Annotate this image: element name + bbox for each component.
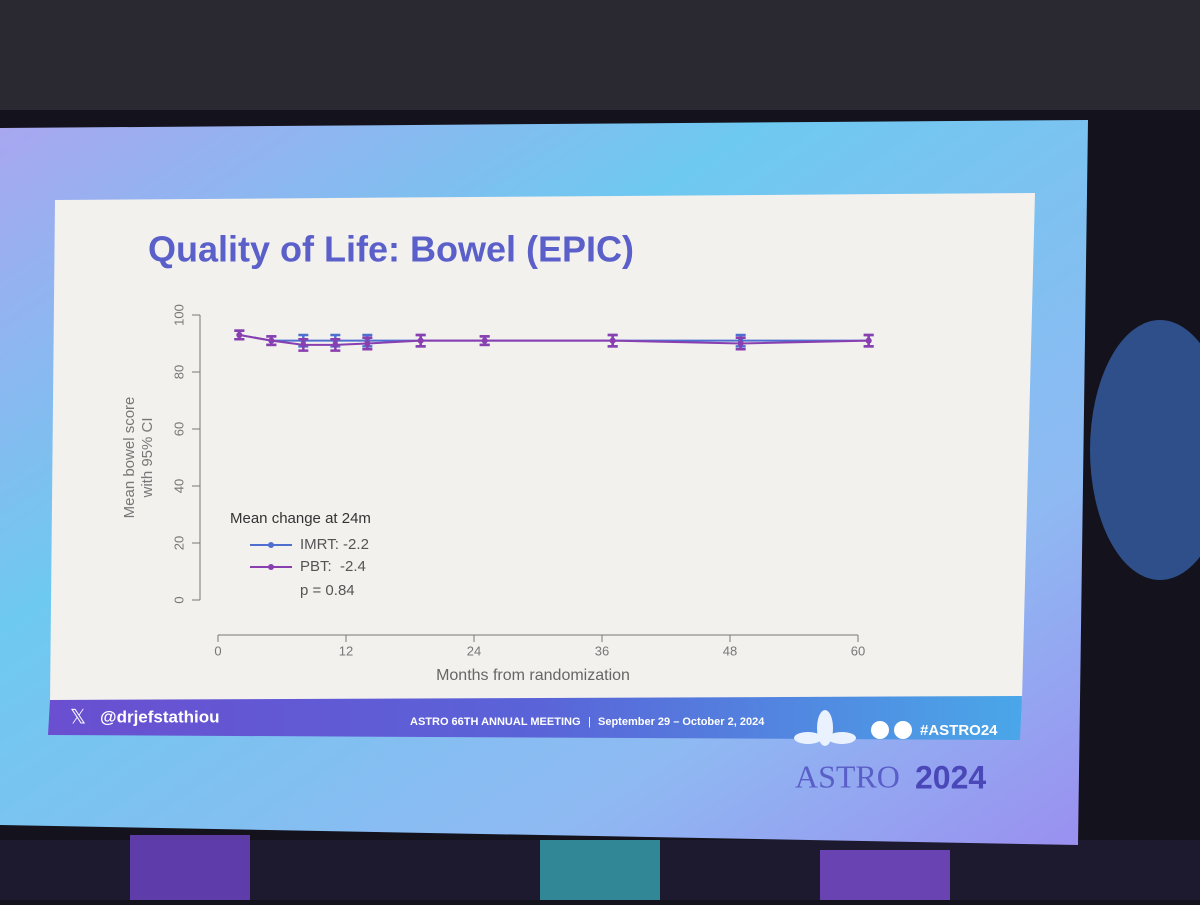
y-tick-label: 80 [171, 365, 186, 379]
social-icon [871, 721, 889, 739]
footer-separator: | [588, 716, 591, 728]
ceiling [0, 0, 1200, 110]
legend-marker [268, 564, 274, 570]
legend-title: Mean change at 24m [230, 510, 371, 527]
y-tick-label: 40 [171, 479, 186, 493]
y-axis-label: with 95% CI [139, 417, 156, 498]
point [300, 341, 307, 348]
footer-dates: September 29 – October 2, 2024 [598, 716, 765, 728]
series-line [239, 333, 869, 346]
series-line [239, 333, 869, 342]
y-tick-label: 20 [171, 536, 186, 550]
light [820, 850, 950, 900]
plot: 0 20 40 60 80 100 0 12 24 36 48 60 Mean bowel score w… [121, 304, 874, 684]
point [865, 337, 872, 344]
point [236, 331, 243, 338]
slide-panel [50, 193, 1035, 705]
light [540, 840, 660, 900]
footer-hashtag: #ASTRO24 [920, 722, 998, 739]
x-tick-label: 60 [851, 643, 865, 658]
x-tick-label: 12 [339, 643, 353, 658]
astro-emblem [794, 710, 856, 746]
point [609, 337, 616, 344]
x-tick-label: 48 [723, 643, 737, 658]
x-logo: 𝕏 [70, 706, 86, 728]
astro-year: 2024 [915, 759, 986, 795]
legend-label: IMRT: -2.2 [300, 536, 369, 553]
point [737, 340, 744, 347]
point [417, 337, 424, 344]
x-axis-label: Months from randomization [436, 667, 630, 684]
point [332, 341, 339, 348]
chart-title: Quality of Life: Bowel (EPIC) [148, 229, 634, 270]
social-icon [894, 721, 912, 739]
y-tick-label: 60 [171, 422, 186, 436]
x-tick-label: 36 [595, 643, 609, 658]
point [364, 340, 371, 347]
legend-label: PBT: -2.4 [300, 558, 366, 575]
footer-bar [48, 696, 1022, 740]
y-tick-label: 100 [171, 304, 186, 326]
footer-meeting: ASTRO 66TH ANNUAL MEETING [410, 716, 581, 728]
point [481, 337, 488, 344]
y-axis-label: Mean bowel score [121, 397, 138, 519]
light [130, 835, 250, 900]
annotation: p = 0.84 [300, 582, 355, 599]
x-tick-label: 0 [214, 643, 221, 658]
footer-handle: @drjefstathiou [100, 707, 220, 726]
side-screen [1090, 320, 1200, 580]
y-tick-label: 0 [171, 596, 186, 603]
x-tick-label: 24 [467, 643, 481, 658]
legend-marker [268, 542, 274, 548]
point [268, 337, 275, 344]
astro-logo: ASTRO [795, 758, 900, 794]
